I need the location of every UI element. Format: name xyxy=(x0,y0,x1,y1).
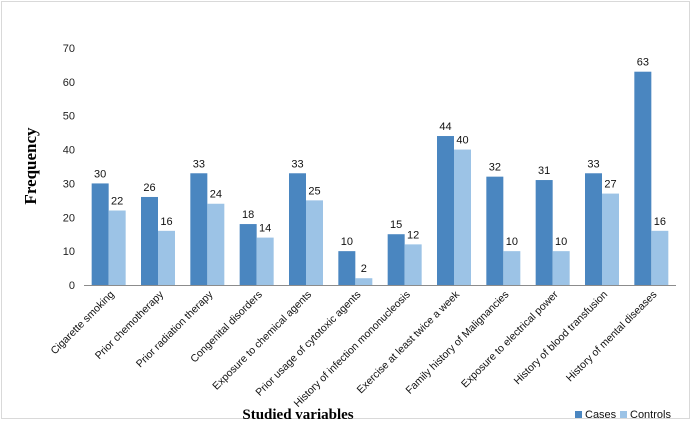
category-label: History of blood transfusion xyxy=(512,289,611,388)
y-tick-label: 50 xyxy=(63,111,75,123)
data-label-controls: 25 xyxy=(308,185,320,197)
data-label-cases: 26 xyxy=(143,182,155,194)
data-label-cases: 30 xyxy=(94,168,106,180)
category-label: Family history of Malignancies xyxy=(404,289,512,397)
bar-controls xyxy=(404,244,422,285)
y-axis-ticks: 0 10 20 30 40 50 60 70 xyxy=(63,43,75,292)
bar-controls xyxy=(306,200,323,285)
data-label-controls: 16 xyxy=(160,216,172,228)
bar-cases xyxy=(486,176,504,285)
data-label-cases: 18 xyxy=(242,209,254,221)
data-label-cases: 33 xyxy=(193,158,205,170)
y-tick-label: 40 xyxy=(63,145,75,157)
bar-controls xyxy=(503,251,521,285)
y-tick-label: 30 xyxy=(63,178,75,190)
data-label-controls: 2 xyxy=(361,263,367,275)
data-label-cases: 32 xyxy=(489,162,501,174)
bar-cases xyxy=(338,251,356,285)
bar-cases xyxy=(141,196,158,285)
y-tick-label: 0 xyxy=(69,280,75,292)
bar-controls xyxy=(651,230,669,285)
data-label-cases: 33 xyxy=(587,158,599,170)
data-labels: 30 22 26 16 33 24 18 14 33 25 10 2 15 12 44 40 32 10 31 10 3… xyxy=(94,57,666,276)
data-label-controls: 40 xyxy=(456,135,468,147)
data-label-controls: 24 xyxy=(210,189,222,201)
y-tick-label: 60 xyxy=(63,77,75,89)
bar-cases xyxy=(91,183,109,285)
bar-controls xyxy=(108,210,126,285)
y-tick-label: 70 xyxy=(63,43,75,55)
bar-cases xyxy=(190,173,208,285)
bar-cases xyxy=(535,180,553,285)
category-label: Prior usage of cytotoxic agents xyxy=(253,289,363,399)
data-label-cases: 63 xyxy=(637,57,649,69)
category-label: Exposure to chemical agents xyxy=(210,289,314,393)
bar-controls xyxy=(158,230,175,285)
data-label-cases: 44 xyxy=(439,121,451,133)
data-label-controls: 22 xyxy=(111,196,123,208)
data-label-controls: 10 xyxy=(555,236,567,248)
data-label-cases: 15 xyxy=(390,219,402,231)
bar-controls xyxy=(256,237,274,285)
bar-controls xyxy=(552,251,570,285)
legend-swatch-controls xyxy=(620,411,627,418)
bar-cases xyxy=(387,234,405,285)
legend: Cases Controls xyxy=(575,409,671,421)
bar-controls xyxy=(207,203,225,285)
data-label-controls: 16 xyxy=(654,216,666,228)
data-label-controls: 12 xyxy=(407,229,419,241)
category-label: Exposure to electrical power xyxy=(459,288,561,390)
bar-cases xyxy=(289,173,306,285)
data-label-controls: 14 xyxy=(259,223,271,235)
bar-controls xyxy=(602,193,619,285)
bar-cases xyxy=(437,136,454,285)
data-label-cases: 31 xyxy=(538,165,550,177)
category-label: Exercise at least twice a week xyxy=(355,288,463,396)
y-tick-label: 20 xyxy=(63,212,75,224)
legend-swatch-cases xyxy=(575,411,582,418)
bar-controls xyxy=(355,278,373,285)
bar-cases xyxy=(634,71,652,285)
data-label-controls: 10 xyxy=(506,236,518,248)
x-axis-title: Studied variables xyxy=(242,407,353,422)
bar-cases xyxy=(239,224,257,285)
category-label: History of mental diseases xyxy=(564,289,660,385)
bars xyxy=(91,71,669,285)
data-label-controls: 27 xyxy=(604,179,616,191)
y-tick-label: 10 xyxy=(63,246,75,258)
bar-controls xyxy=(454,149,471,285)
y-axis-title: Frequency xyxy=(21,127,40,205)
legend-label-cases: Cases xyxy=(585,409,617,421)
data-label-cases: 10 xyxy=(341,236,353,248)
bar-cases xyxy=(585,173,602,285)
legend-label-controls: Controls xyxy=(630,409,671,421)
data-label-cases: 33 xyxy=(291,158,303,170)
